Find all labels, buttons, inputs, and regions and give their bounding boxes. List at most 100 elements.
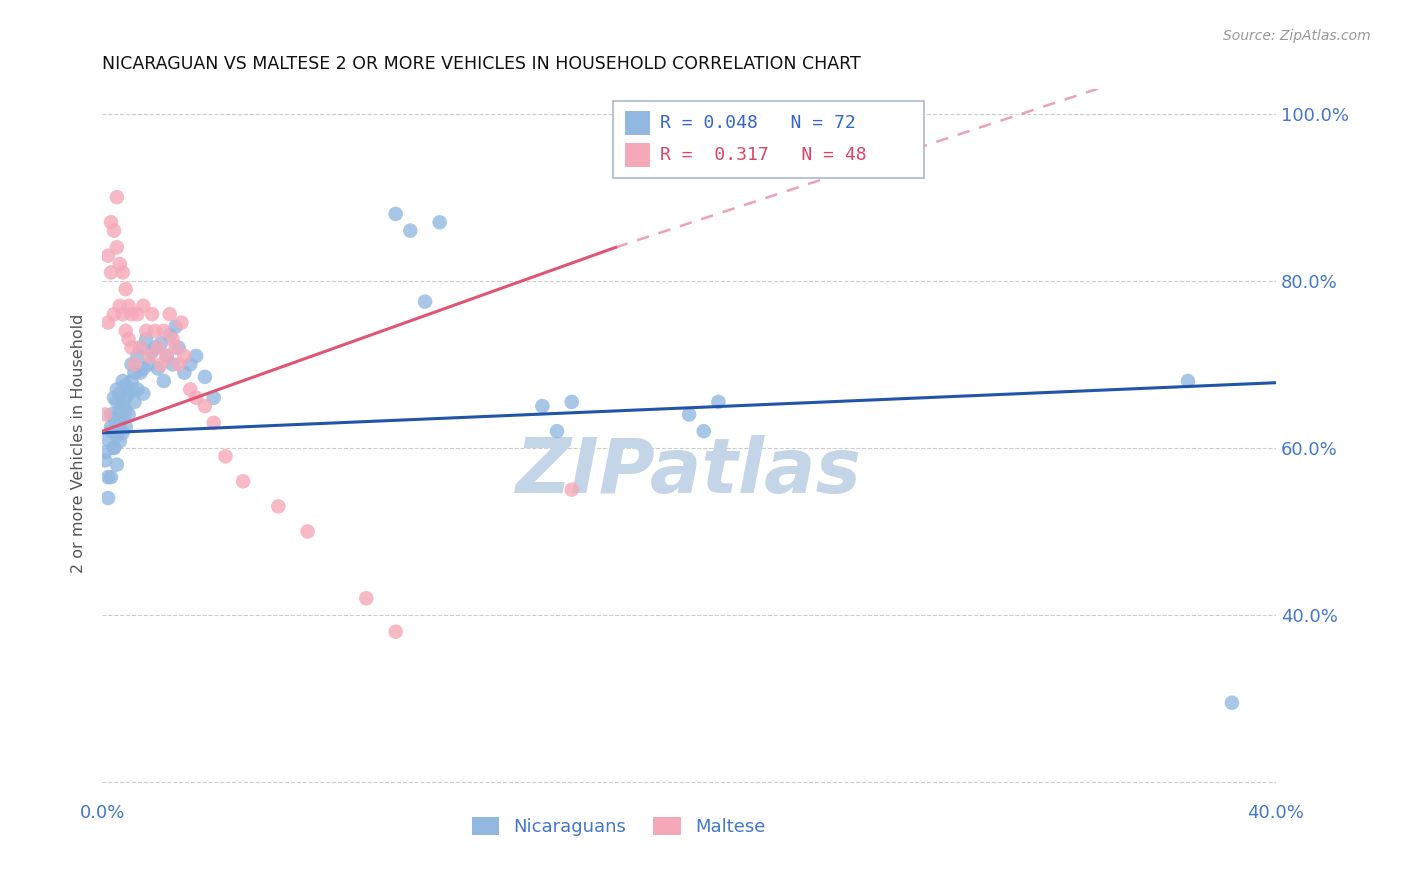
Point <box>103 441 125 455</box>
Point <box>531 399 554 413</box>
Point <box>94 408 117 422</box>
Point <box>129 341 152 355</box>
FancyBboxPatch shape <box>624 143 651 168</box>
Text: R = 0.048   N = 72: R = 0.048 N = 72 <box>659 114 855 132</box>
Point <box>108 403 131 417</box>
Text: ZIPatlas: ZIPatlas <box>516 435 862 509</box>
Point <box>413 294 436 309</box>
Point <box>232 475 254 489</box>
Point <box>124 366 146 380</box>
Point <box>132 299 155 313</box>
Point <box>97 470 120 484</box>
Point <box>97 433 120 447</box>
Point <box>129 341 152 355</box>
Point <box>162 357 184 371</box>
FancyBboxPatch shape <box>624 111 651 136</box>
Point <box>103 441 125 455</box>
Point <box>143 324 166 338</box>
Point <box>153 324 176 338</box>
Point <box>127 349 149 363</box>
Point <box>202 416 225 430</box>
Point <box>693 424 716 438</box>
Point <box>100 215 122 229</box>
Point <box>100 470 122 484</box>
Point <box>103 307 125 321</box>
Point <box>114 282 136 296</box>
Point <box>121 341 143 355</box>
Point <box>384 624 406 639</box>
Point <box>105 458 128 472</box>
Point <box>105 240 128 254</box>
Point <box>678 408 700 422</box>
Point <box>129 366 152 380</box>
Point <box>165 341 187 355</box>
Point <box>103 391 125 405</box>
Point <box>194 369 217 384</box>
Point <box>707 395 730 409</box>
Point <box>561 483 583 497</box>
Point <box>114 378 136 392</box>
Point <box>141 344 163 359</box>
Point <box>167 341 190 355</box>
Point <box>111 307 134 321</box>
Point <box>399 224 422 238</box>
Point <box>121 374 143 388</box>
Point <box>105 395 128 409</box>
Point <box>153 374 176 388</box>
Point <box>546 424 568 438</box>
Point <box>97 316 120 330</box>
Point <box>156 349 179 363</box>
Point <box>117 408 139 422</box>
Point <box>100 424 122 438</box>
Legend: Nicaraguans, Maltese: Nicaraguans, Maltese <box>465 809 772 843</box>
Point <box>162 332 184 346</box>
Point <box>108 434 131 449</box>
Point <box>194 399 217 413</box>
Point <box>146 361 169 376</box>
Point <box>108 416 131 430</box>
Point <box>561 395 583 409</box>
Point <box>124 395 146 409</box>
Point <box>111 265 134 279</box>
Y-axis label: 2 or more Vehicles in Household: 2 or more Vehicles in Household <box>72 314 86 574</box>
Point <box>173 366 195 380</box>
Text: Source: ZipAtlas.com: Source: ZipAtlas.com <box>1223 29 1371 43</box>
Point <box>156 349 179 363</box>
Point <box>214 449 236 463</box>
Point <box>121 357 143 371</box>
Point <box>184 391 207 405</box>
Point <box>111 411 134 425</box>
Point <box>103 411 125 425</box>
Point <box>97 249 120 263</box>
Point <box>121 307 143 321</box>
Point <box>170 316 193 330</box>
Point <box>108 257 131 271</box>
Point <box>173 349 195 363</box>
Point <box>114 324 136 338</box>
Point <box>94 453 117 467</box>
Point <box>159 328 181 343</box>
Point <box>114 403 136 417</box>
Point <box>159 307 181 321</box>
Point <box>94 445 117 459</box>
Point <box>149 336 172 351</box>
Point <box>100 265 122 279</box>
Point <box>135 332 157 346</box>
Point <box>111 425 134 440</box>
Point <box>100 408 122 422</box>
Point <box>384 207 406 221</box>
Point <box>179 357 201 371</box>
Point <box>121 383 143 397</box>
Text: NICARAGUAN VS MALTESE 2 OR MORE VEHICLES IN HOUSEHOLD CORRELATION CHART: NICARAGUAN VS MALTESE 2 OR MORE VEHICLES… <box>103 55 860 73</box>
Point <box>141 307 163 321</box>
Point <box>202 391 225 405</box>
Point <box>105 190 128 204</box>
Point <box>356 591 378 606</box>
Point <box>105 383 128 397</box>
FancyBboxPatch shape <box>613 102 924 178</box>
Point <box>297 524 319 539</box>
Point <box>167 357 190 371</box>
Point <box>111 374 134 388</box>
Point <box>132 361 155 376</box>
Point <box>108 386 131 401</box>
